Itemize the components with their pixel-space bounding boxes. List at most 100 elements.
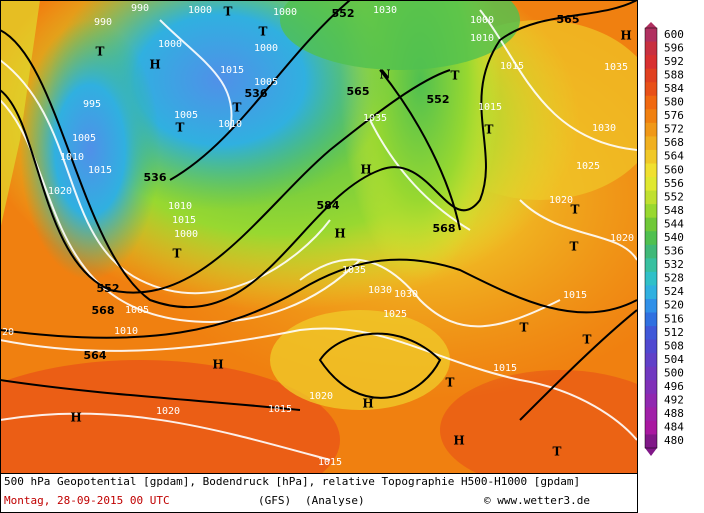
colorbar-label: 528: [664, 272, 684, 285]
contour-label: 536: [144, 171, 167, 184]
colorbar-cell: [645, 231, 657, 246]
contour-label: 1015: [88, 165, 112, 176]
pressure-center: T: [446, 376, 455, 390]
contour-label: 1030: [394, 289, 418, 300]
contour-label: 1035: [342, 265, 366, 276]
colorbar-cell: [645, 420, 657, 435]
pressure-center: T: [570, 240, 579, 254]
contour-label: 1010: [168, 201, 192, 212]
contour-label: 1015: [478, 102, 502, 113]
pressure-center: T: [173, 247, 182, 261]
contour-label: 568: [92, 304, 115, 317]
colorbar-label: 568: [664, 136, 684, 149]
colorbar-label: 516: [664, 312, 684, 325]
contour-label: 1035: [363, 113, 387, 124]
pressure-center: T: [553, 445, 562, 459]
pressure-center: T: [520, 321, 529, 335]
contour-label: 1020: [549, 195, 573, 206]
contour-label: 1020: [309, 391, 333, 402]
colorbar-cell: [645, 204, 657, 219]
colorbar-cell: [645, 149, 657, 164]
contour-label: 568: [433, 222, 456, 235]
contour-label: 1015: [500, 61, 524, 72]
pressure-center: T: [583, 333, 592, 347]
pressure-center: T: [451, 69, 460, 83]
contour-label: 995: [83, 99, 101, 110]
colorbar-frame: [644, 27, 658, 449]
contour-label: 1010: [60, 152, 84, 163]
contour-label: 1005: [254, 77, 278, 88]
colorbar-label: 584: [664, 82, 684, 95]
contour-label: 565: [557, 13, 580, 26]
contour-label: 1005: [174, 110, 198, 121]
contour-label: 584: [317, 199, 340, 212]
colorbar-label: 576: [664, 109, 684, 122]
contour-label: 1015: [493, 363, 517, 374]
colorbar-cell: [645, 407, 657, 422]
contour-label: 1000: [273, 7, 297, 18]
contour-label: 990: [131, 3, 149, 14]
contour-label: 552: [427, 93, 450, 106]
colorbar-label: 488: [664, 407, 684, 420]
pressure-center: H: [149, 58, 160, 72]
colorbar-cell: [645, 55, 657, 70]
colorbar-label: 520: [664, 299, 684, 312]
colorbar-label: 484: [664, 421, 684, 434]
colorbar-label: 596: [664, 41, 684, 54]
colorbar-cell: [645, 136, 657, 151]
contour-label: 552: [332, 7, 355, 20]
contour-label: 1005: [72, 133, 96, 144]
contour-label: 1000: [254, 43, 278, 54]
caption-model: (GFS): [258, 494, 291, 507]
colorbar-cell: [645, 312, 657, 327]
contour-label: 1015: [318, 457, 342, 468]
pressure-center: H: [334, 227, 345, 241]
colorbar-cell: [645, 393, 657, 408]
colorbar-cell: [645, 163, 657, 178]
contour-label: 1010: [218, 119, 242, 130]
pressure-center: T: [176, 121, 185, 135]
contour-label: 564: [84, 349, 107, 362]
colorbar-label: 496: [664, 380, 684, 393]
colorbar-label: 572: [664, 123, 684, 136]
contour-label: 1015: [563, 290, 587, 301]
colorbar-cell: [645, 366, 657, 381]
caption-credit: © www.wetter3.de: [484, 494, 590, 507]
caption-run: (Analyse): [305, 494, 365, 507]
contour-label: 1015: [268, 404, 292, 415]
contour-label: 1030: [592, 123, 616, 134]
pressure-center: T: [485, 123, 494, 137]
colorbar-label: 580: [664, 96, 684, 109]
colorbar-label: 508: [664, 339, 684, 352]
caption-date: Montag, 28-09-2015 00 UTC: [4, 494, 170, 507]
colorbar-cell: [645, 217, 657, 232]
colorbar-label: 556: [664, 177, 684, 190]
pressure-center: H: [620, 29, 631, 43]
colorbar-cell: [645, 244, 657, 259]
pressure-center: H: [70, 411, 81, 425]
colorbar-cell: [645, 271, 657, 286]
colorbar-cell: [645, 122, 657, 137]
colorbar-cell: [645, 41, 657, 56]
contour-label: 1000: [174, 229, 198, 240]
contour-label: 1000: [188, 5, 212, 16]
contour-label: 1000: [158, 39, 182, 50]
contour-label: 1025: [383, 309, 407, 320]
colorbar-label: 512: [664, 326, 684, 339]
contour-label: 1025: [576, 161, 600, 172]
contour-label: 1035: [604, 62, 628, 73]
colorbar-bottom: [645, 448, 657, 456]
colorbar-label: 536: [664, 245, 684, 258]
colorbar-label: 564: [664, 150, 684, 163]
colorbar-label: 500: [664, 366, 684, 379]
contour-label: 552: [97, 282, 120, 295]
pressure-center: H: [453, 434, 464, 448]
contour-label: 990: [94, 17, 112, 28]
colorbar-cell: [645, 258, 657, 273]
contour-label: 1005: [125, 305, 149, 316]
contour-label: 1020: [48, 186, 72, 197]
colorbar-cell: [645, 68, 657, 83]
